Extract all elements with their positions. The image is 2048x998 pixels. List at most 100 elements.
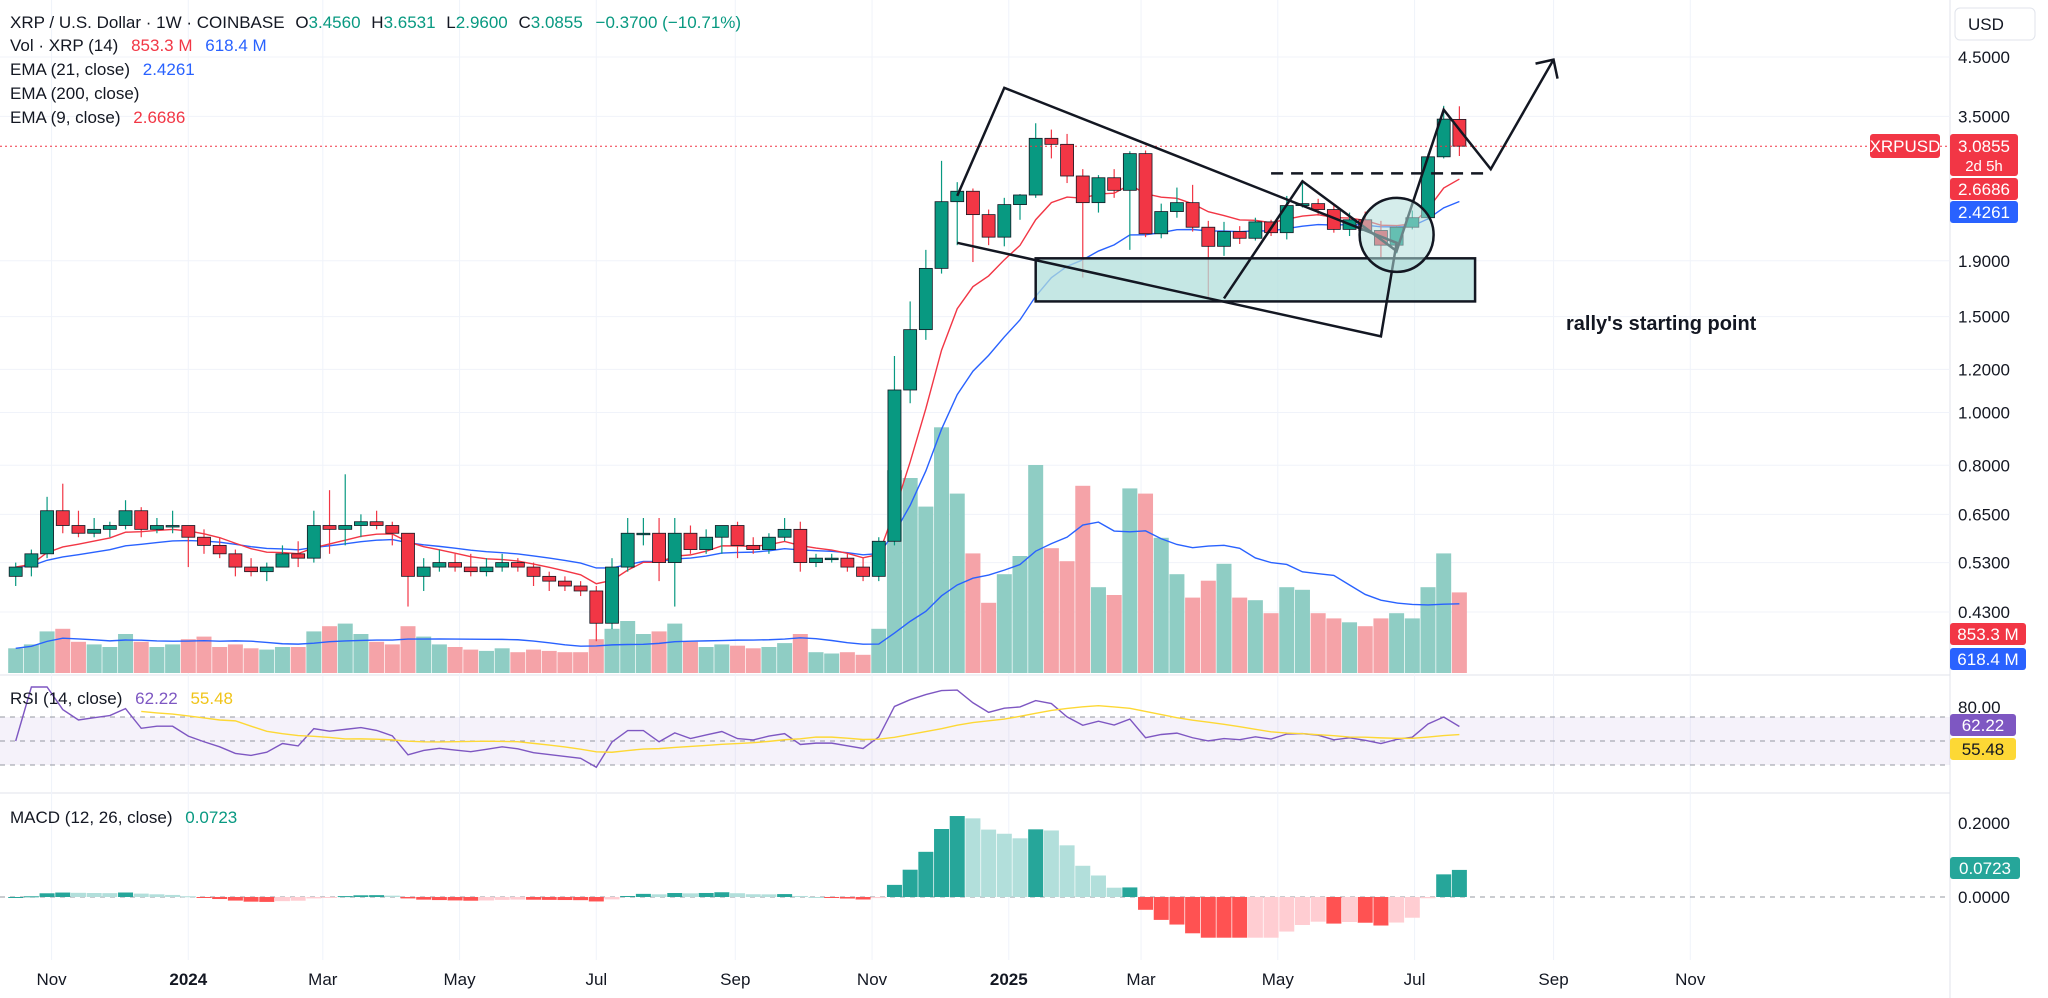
- candle-body: [448, 562, 462, 568]
- candle: [793, 521, 808, 572]
- legend-rsi-ma-val: 55.48: [190, 689, 233, 708]
- macd-histogram-bar: [369, 895, 385, 897]
- candle-body: [244, 566, 258, 573]
- price-tick-label: 3.5000: [1958, 107, 2010, 126]
- candle-body: [1201, 226, 1216, 247]
- macd-histogram-bar: [949, 816, 965, 897]
- gridlines: [0, 0, 1950, 960]
- macd-histogram-bar: [212, 897, 228, 900]
- macd-histogram-bar: [447, 897, 463, 901]
- legend-row-ema9[interactable]: EMA (9, close) 2.6686: [10, 108, 185, 127]
- candle-body: [87, 528, 102, 534]
- candle: [8, 562, 23, 586]
- candle: [542, 571, 557, 591]
- volume-bar: [1106, 595, 1122, 673]
- time-tick-label: 2024: [169, 970, 207, 989]
- legend-row-rsi[interactable]: RSI (14, close) 62.22 55.48: [10, 689, 233, 708]
- legend-row-macd[interactable]: MACD (12, 26, close) 0.0723: [10, 808, 237, 827]
- rsi-ma-line: [141, 704, 1460, 753]
- candle: [1044, 129, 1059, 159]
- currency-button[interactable]: USD: [1968, 15, 2004, 34]
- macd-histogram-bar: [322, 897, 338, 898]
- macd-histogram-bar: [620, 895, 636, 897]
- candle-body: [259, 566, 274, 573]
- vol-ma-badge: 618.4 M: [1957, 650, 2018, 669]
- candle: [683, 525, 698, 554]
- legend-row-ema21[interactable]: EMA (21, close) 2.4261: [10, 60, 195, 79]
- volume-ma-line: [15, 521, 1460, 649]
- candle: [306, 510, 321, 563]
- volume-bar: [1436, 553, 1452, 673]
- candle-body: [432, 562, 447, 568]
- price-badge: 3.0855: [1958, 137, 2010, 156]
- candle: [338, 474, 353, 546]
- volume-bar: [1342, 622, 1358, 673]
- candle-body: [934, 201, 949, 269]
- legend-row-ema200[interactable]: EMA (200, close): [10, 84, 139, 103]
- volume-bar: [165, 644, 181, 673]
- ema9-badge: 2.6686: [1958, 180, 2010, 199]
- price-axis[interactable]: 4.5000 3.5000 1.9000 1.5000 1.2000 1.0000 0.80…: [1958, 48, 2010, 907]
- volume-ma-line: [15, 521, 1460, 649]
- candle-body: [558, 580, 572, 587]
- volume-bar: [1043, 548, 1059, 673]
- price-badge-bg: [1950, 134, 2018, 176]
- candle-body: [385, 525, 400, 534]
- volume-bar: [227, 644, 243, 673]
- macd-histogram-bar: [1169, 897, 1185, 925]
- candle-body: [918, 267, 933, 331]
- currency-button-bg[interactable]: [1954, 7, 2036, 41]
- candle-body: [1154, 211, 1169, 235]
- macd-histogram-bar: [8, 897, 24, 898]
- volume-bar: [369, 641, 385, 673]
- volume-bar: [416, 636, 432, 673]
- macd-histogram-bar: [1436, 874, 1452, 897]
- macd-histogram-bar: [965, 818, 981, 897]
- volume-bar: [384, 644, 400, 673]
- candle: [636, 518, 651, 546]
- volume-bar: [494, 648, 510, 673]
- macd-histogram-bar: [604, 897, 620, 900]
- macd-histogram-bar: [1389, 897, 1405, 923]
- time-tick-label: Sep: [1538, 970, 1568, 989]
- volume-bar: [839, 652, 855, 673]
- vol-badge: 853.3 M: [1957, 625, 2018, 644]
- candle-body: [354, 521, 368, 526]
- legend-row-volume[interactable]: Vol · XRP (14) 853.3 M 618.4 M: [10, 36, 267, 55]
- candle-body: [667, 532, 682, 563]
- candle: [228, 549, 243, 577]
- candle-body: [652, 532, 666, 563]
- volume-bar: [1028, 465, 1044, 673]
- macd-histogram-bar: [886, 884, 902, 897]
- vol-ma-badge-bg: [1950, 648, 2026, 670]
- candle: [966, 188, 980, 263]
- legend-row-main[interactable]: XRP / U.S. Dollar · 1W · COINBASE O3.456…: [10, 13, 741, 32]
- candle: [275, 545, 290, 568]
- macd-histogram-bar: [588, 897, 604, 902]
- macd-histogram-bar: [478, 897, 494, 901]
- candle: [1217, 221, 1231, 256]
- candle: [997, 197, 1012, 247]
- time-axis[interactable]: Nov 2024 Mar May Jul Sep Nov 2025 Mar May Jul Sep No…: [36, 970, 1705, 989]
- volume-bar: [212, 647, 228, 673]
- projection-zigzag: [1222, 59, 1555, 300]
- volume-bar: [949, 493, 965, 673]
- macd-histogram-bar: [651, 894, 667, 897]
- macd-histogram-bar: [431, 897, 447, 901]
- candle-body: [1107, 177, 1122, 191]
- volume-bar: [118, 634, 134, 673]
- macd-histogram-bar: [1232, 897, 1248, 938]
- macd-histogram-bar: [981, 829, 997, 897]
- volume-bar: [996, 574, 1012, 673]
- volume-bar: [400, 626, 416, 673]
- volume-bar: [1326, 618, 1342, 673]
- macd-histogram-bar: [306, 897, 322, 899]
- macd-histogram-bar: [761, 894, 777, 897]
- rsi-band-fill: [0, 717, 1950, 765]
- candle: [134, 507, 149, 538]
- macd-histogram-bar: [259, 897, 275, 902]
- legend-ema21-val: 2.4261: [143, 60, 195, 79]
- candle-body: [322, 525, 337, 530]
- legend-macd-label: MACD (12, 26, close): [10, 808, 173, 827]
